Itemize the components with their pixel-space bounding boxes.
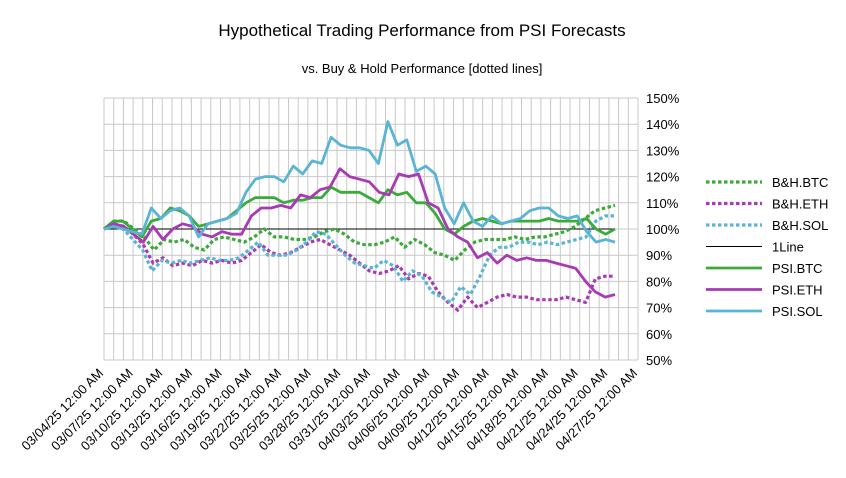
chart-title: Hypothetical Trading Performance from PS…	[218, 21, 625, 40]
y-axis: 50% 60% 70% 80% 90% 100% 110% 120% 130% 140% 150%	[646, 91, 680, 368]
y-tick-label: 60%	[646, 327, 672, 342]
y-tick-label: 110%	[646, 196, 679, 211]
y-tick-label: 120%	[646, 170, 680, 185]
y-tick-label: 50%	[646, 353, 672, 368]
legend-label: 1Line	[772, 240, 804, 255]
legend-label: PSI.ETH	[772, 283, 823, 298]
legend-label: PSI.BTC	[772, 261, 823, 276]
legend-label: PSI.SOL	[772, 304, 823, 319]
y-tick-label: 140%	[646, 117, 680, 132]
series-group	[103, 120, 616, 312]
y-tick-label: 70%	[646, 301, 672, 316]
legend: B&H.BTC B&H.ETH B&H.SOL 1Line PSI.BTC PSI.ETH…	[706, 175, 828, 319]
y-tick-label: 80%	[646, 274, 672, 289]
legend-label: B&H.ETH	[772, 197, 828, 212]
legend-label: B&H.BTC	[772, 175, 828, 190]
legend-label: B&H.SOL	[772, 218, 828, 233]
y-tick-label: 90%	[646, 248, 672, 263]
y-tick-label: 150%	[646, 91, 680, 106]
y-tick-label: 130%	[646, 143, 680, 158]
chart-subtitle: vs. Buy & Hold Performance [dotted lines…	[302, 61, 543, 76]
series-line-b-h-btc	[103, 203, 616, 262]
y-tick-label: 100%	[646, 222, 680, 237]
series-line-b-h-sol	[103, 214, 615, 304]
series-line-psi-sol	[103, 120, 616, 244]
series-line-psi-eth	[103, 167, 616, 299]
